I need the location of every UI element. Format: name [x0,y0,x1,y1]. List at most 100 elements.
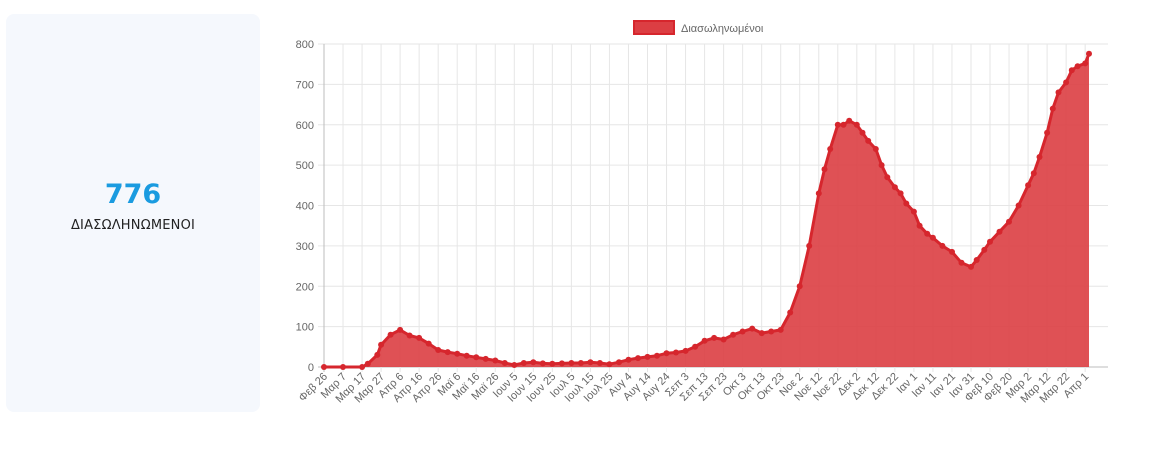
data-point[interactable] [872,146,879,152]
data-point[interactable] [1082,60,1089,67]
data-point[interactable] [511,362,518,368]
data-point[interactable] [815,190,822,197]
data-point[interactable] [758,330,765,337]
y-tick-label: 300 [296,241,314,253]
data-point[interactable] [806,242,813,249]
data-point[interactable] [996,228,1003,235]
data-point[interactable] [444,349,451,356]
data-point[interactable] [359,364,366,370]
stat-label: ΔΙΑΣΩΛΗΝΩΜΕΝΟΙ [70,218,196,233]
data-point[interactable] [635,355,641,362]
data-point[interactable] [1015,202,1022,209]
data-point[interactable] [587,359,594,366]
data-point[interactable] [884,174,891,181]
data-point[interactable] [321,364,327,370]
data-point[interactable] [1006,218,1012,225]
data-point[interactable] [910,208,917,215]
data-point[interactable] [596,360,603,366]
data-point[interactable] [558,360,565,367]
data-point[interactable] [577,360,584,366]
data-point[interactable] [981,246,988,253]
data-point[interactable] [846,117,853,124]
data-point[interactable] [924,230,931,237]
data-point[interactable] [987,238,993,245]
data-point[interactable] [711,334,718,341]
y-tick-label: 100 [296,322,314,334]
y-tick-label: 400 [296,201,314,213]
data-point[interactable] [958,259,965,266]
data-point[interactable] [834,121,841,128]
data-point[interactable] [720,336,727,343]
data-point[interactable] [454,350,461,357]
data-point[interactable] [903,200,910,207]
data-point[interactable] [406,332,413,339]
data-point[interactable] [663,350,670,357]
data-point[interactable] [378,341,385,348]
chart-legend[interactable]: Διασωληνωμένοι [633,20,764,35]
data-point[interactable] [701,337,708,344]
data-point[interactable] [968,263,974,270]
data-point[interactable] [530,359,537,366]
y-axis-ticks: 0 100 200 300 400 500 600 700 800 [296,39,314,374]
data-point[interactable] [939,242,946,249]
data-point[interactable] [492,357,499,364]
data-point[interactable] [673,349,679,356]
data-point[interactable] [374,351,381,358]
data-point[interactable] [1036,154,1043,160]
data-point[interactable] [1055,89,1062,96]
data-point[interactable] [891,184,898,191]
data-point[interactable] [730,331,737,338]
data-point[interactable] [340,364,346,370]
data-point[interactable] [916,222,923,229]
data-point[interactable] [682,347,689,354]
data-point[interactable] [796,283,803,290]
data-point[interactable] [616,359,622,366]
data-point[interactable] [425,340,432,347]
data-point[interactable] [539,360,546,367]
data-point[interactable] [768,328,775,335]
data-point[interactable] [1044,129,1051,136]
data-point[interactable] [865,137,872,144]
data-point[interactable] [1086,50,1092,57]
data-point[interactable] [1074,63,1081,70]
data-point[interactable] [859,129,866,136]
data-point[interactable] [625,356,632,363]
data-point[interactable] [473,354,480,361]
data-point[interactable] [416,334,423,341]
data-point[interactable] [463,352,470,359]
data-point[interactable] [878,162,885,169]
data-point[interactable] [1025,182,1032,189]
data-point[interactable] [1063,79,1070,86]
data-point[interactable] [482,355,489,362]
legend-label: Διασωληνωμένοι [681,23,764,35]
data-point[interactable] [840,121,847,128]
data-point[interactable] [853,121,860,128]
data-point[interactable] [387,331,394,338]
data-point[interactable] [949,248,955,255]
data-point[interactable] [606,361,613,368]
data-point[interactable] [692,343,699,350]
data-point[interactable] [520,360,527,366]
data-point[interactable] [739,328,746,335]
data-point[interactable] [568,360,575,366]
data-point[interactable] [1030,170,1037,177]
data-point[interactable] [821,166,828,173]
data-point[interactable] [897,190,904,197]
data-point[interactable] [397,326,404,333]
data-point[interactable] [654,352,660,359]
data-point[interactable] [749,325,756,332]
data-point[interactable] [435,347,442,353]
data-point[interactable] [364,360,371,367]
data-point[interactable] [777,326,784,333]
data-point[interactable] [1049,105,1056,112]
data-point[interactable] [1068,67,1075,74]
series-layer [324,53,1091,369]
data-point[interactable] [929,234,936,241]
data-point[interactable] [501,360,508,366]
data-point[interactable] [827,146,834,152]
data-point[interactable] [644,353,651,360]
data-point[interactable] [973,257,980,263]
data-point[interactable] [549,360,556,367]
data-point[interactable] [787,309,794,316]
series-area [324,53,1089,367]
